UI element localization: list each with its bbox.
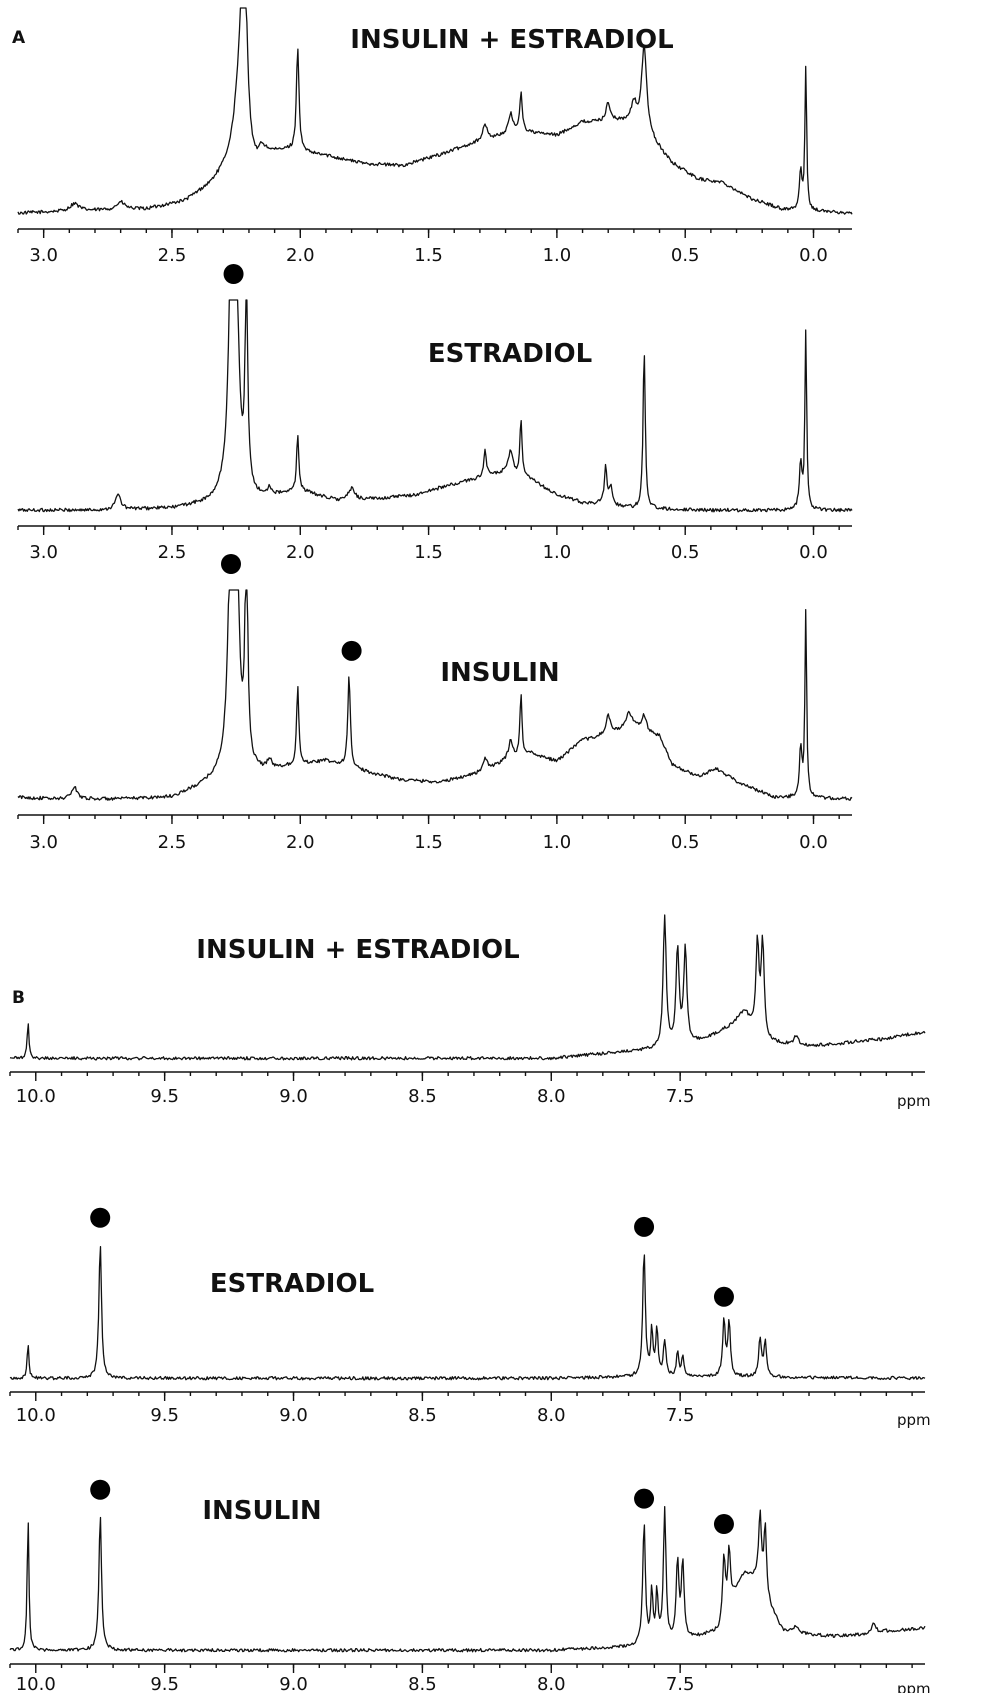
x-tick-label: 7.5 (666, 1086, 695, 1107)
x-tick-label: 9.5 (150, 1674, 179, 1693)
peak-marker-dot (713, 1514, 734, 1535)
peak-marker-dot (713, 1286, 734, 1307)
x-tick-label: 2.0 (286, 245, 315, 266)
spectrum-b3: INSULIN 10.0 9.5 9.0 8.5 8.0 7.5 ppm (9, 1479, 931, 1693)
x-tick-label: 8.0 (537, 1674, 566, 1693)
peak-marker-dot (634, 1216, 655, 1237)
panel-label-b: B (12, 988, 25, 1008)
spectrum-trace (9, 914, 926, 1061)
peak-marker-dot (634, 1488, 655, 1509)
x-tick-label: 2.5 (158, 832, 187, 853)
x-tick-label: 8.5 (408, 1405, 437, 1426)
x-tick-label: 8.5 (408, 1086, 437, 1107)
x-tick-label: 9.0 (279, 1086, 308, 1107)
x-tick-label: 3.0 (29, 832, 58, 853)
spectrum-a1: INSULIN + ESTRADIOL 3.0 2.5 2.0 1.5 1.0 0.5 0.… (17, 7, 853, 266)
x-tick-label: 10.0 (16, 1086, 56, 1107)
spectrum-a3: INSULIN 3.0 2.5 2.0 1.5 1.0 0.5 0.0 (17, 554, 853, 853)
peak-marker-dot (90, 1207, 111, 1228)
spectrum-a2: ESTRADIOL 3.0 2.5 2.0 1.5 1.0 0.5 0.0 (17, 264, 853, 563)
x-tick-label: 0.5 (671, 245, 700, 266)
spectrum-trace (17, 589, 853, 801)
x-tick-label: 9.0 (279, 1674, 308, 1693)
x-tick-label: 3.0 (29, 542, 58, 563)
spectrum-trace (9, 1505, 926, 1653)
x-tick-label: 3.0 (29, 245, 58, 266)
spectrum-title: INSULIN + ESTRADIOL (350, 25, 673, 55)
spectrum-trace (9, 1245, 926, 1381)
x-unit-label: ppm (897, 1092, 931, 1110)
spectrum-title: INSULIN (440, 658, 559, 688)
x-tick-label: 7.5 (666, 1405, 695, 1426)
panel-label-a: A (12, 28, 26, 48)
x-tick-label: 1.0 (543, 245, 572, 266)
x-tick-label: 10.0 (16, 1405, 56, 1426)
x-tick-label: 2.5 (158, 245, 187, 266)
x-tick-label: 2.5 (158, 542, 187, 563)
spectrum-b2: ESTRADIOL 10.0 9.5 9.0 8.5 8.0 7.5 ppm (9, 1207, 931, 1429)
x-unit-label: ppm (897, 1680, 931, 1693)
spectrum-title: INSULIN + ESTRADIOL (196, 935, 519, 965)
spectrum-b1: INSULIN + ESTRADIOL 10.0 9.5 9.0 8.5 8.0 7.5 p… (9, 914, 931, 1110)
x-tick-label: 9.5 (150, 1405, 179, 1426)
x-tick-label: 2.0 (286, 832, 315, 853)
peak-marker-dot (90, 1479, 111, 1500)
x-tick-label: 8.0 (537, 1086, 566, 1107)
x-tick-label: 9.5 (150, 1086, 179, 1107)
x-tick-label: 0.5 (671, 542, 700, 563)
x-tick-label: 1.0 (543, 542, 572, 563)
x-tick-label: 1.5 (414, 245, 443, 266)
x-tick-label: 0.0 (799, 832, 828, 853)
spectrum-title: ESTRADIOL (428, 339, 592, 369)
x-tick-label: 1.0 (543, 832, 572, 853)
x-unit-label: ppm (897, 1411, 931, 1429)
x-tick-label: 1.5 (414, 542, 443, 563)
x-tick-label: 9.0 (279, 1405, 308, 1426)
x-tick-label: 10.0 (16, 1674, 56, 1693)
x-tick-label: 0.5 (671, 832, 700, 853)
x-tick-label: 8.0 (537, 1405, 566, 1426)
spectrum-trace (17, 7, 853, 215)
spectrum-title: INSULIN (202, 1496, 321, 1526)
peak-marker-dot (341, 640, 362, 661)
peak-marker-dot (220, 554, 241, 574)
x-tick-label: 7.5 (666, 1674, 695, 1693)
x-tick-label: 1.5 (414, 832, 443, 853)
x-tick-label: 2.0 (286, 542, 315, 563)
x-tick-label: 0.0 (799, 245, 828, 266)
peak-marker-dot (223, 264, 244, 284)
x-tick-label: 0.0 (799, 542, 828, 563)
x-tick-label: 8.5 (408, 1674, 437, 1693)
spectrum-trace (17, 299, 853, 513)
spectrum-title: ESTRADIOL (210, 1269, 374, 1299)
